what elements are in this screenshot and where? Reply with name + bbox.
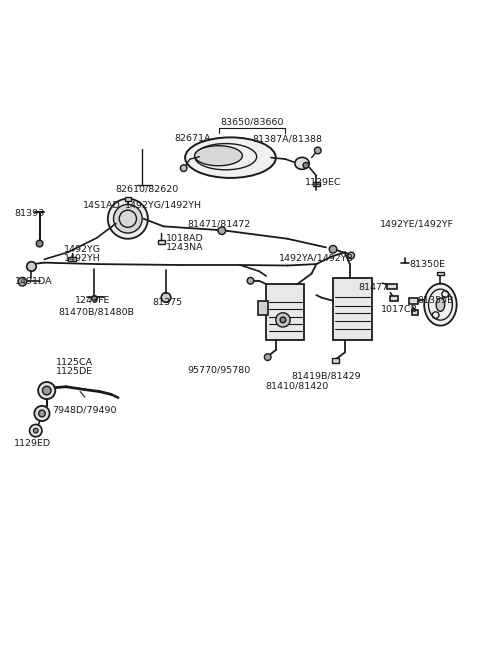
Text: 81410/81420: 81410/81420 bbox=[265, 381, 329, 390]
Bar bbox=[412, 310, 419, 315]
Text: 81355B: 81355B bbox=[418, 296, 454, 306]
Circle shape bbox=[264, 353, 271, 361]
Circle shape bbox=[329, 246, 337, 253]
Text: 81350E: 81350E bbox=[409, 260, 445, 269]
Ellipse shape bbox=[424, 284, 456, 326]
Circle shape bbox=[42, 386, 51, 395]
Text: 81419B/81429: 81419B/81429 bbox=[291, 372, 360, 380]
Text: 1129ED: 1129ED bbox=[14, 438, 51, 447]
Text: 82610/82620: 82610/82620 bbox=[115, 185, 179, 194]
Ellipse shape bbox=[436, 298, 445, 311]
Circle shape bbox=[36, 240, 43, 247]
Text: 95770/95780: 95770/95780 bbox=[187, 366, 250, 375]
Text: 81387A/81388: 81387A/81388 bbox=[253, 134, 323, 143]
Text: 1243FE: 1243FE bbox=[75, 296, 111, 306]
Circle shape bbox=[180, 165, 187, 171]
Text: 1017CB: 1017CB bbox=[382, 305, 419, 314]
Circle shape bbox=[280, 317, 286, 323]
Text: 7948D/79490: 7948D/79490 bbox=[53, 405, 117, 414]
Text: 14S1AD: 14S1AD bbox=[83, 201, 120, 210]
Text: 81393: 81393 bbox=[15, 210, 45, 219]
Circle shape bbox=[27, 261, 36, 271]
Bar bbox=[333, 279, 372, 340]
Text: 81375: 81375 bbox=[152, 298, 182, 307]
Text: 81471/81472: 81471/81472 bbox=[187, 220, 250, 229]
Bar bbox=[390, 296, 398, 301]
Bar bbox=[437, 272, 444, 275]
Circle shape bbox=[276, 313, 290, 327]
Text: 1018AD: 1018AD bbox=[166, 235, 204, 243]
Circle shape bbox=[161, 293, 171, 302]
Bar bbox=[312, 183, 320, 187]
Circle shape bbox=[38, 410, 45, 417]
Text: 1129EC: 1129EC bbox=[304, 179, 341, 187]
Text: 1491DA: 1491DA bbox=[15, 277, 52, 286]
Bar bbox=[68, 258, 76, 261]
Ellipse shape bbox=[295, 158, 309, 170]
Bar bbox=[409, 298, 418, 304]
Text: 1125DE: 1125DE bbox=[56, 367, 94, 376]
Ellipse shape bbox=[195, 146, 242, 166]
Text: 82671A: 82671A bbox=[174, 134, 211, 143]
Circle shape bbox=[34, 406, 49, 421]
Circle shape bbox=[92, 296, 97, 302]
Text: 1492YA/1492YB: 1492YA/1492YB bbox=[279, 254, 354, 262]
Bar bbox=[266, 284, 304, 340]
Circle shape bbox=[114, 204, 142, 233]
Ellipse shape bbox=[185, 137, 276, 178]
Bar bbox=[258, 301, 268, 315]
Text: 1492YG: 1492YG bbox=[63, 245, 100, 254]
Text: 1492YG/1492YH: 1492YG/1492YH bbox=[125, 201, 202, 210]
Circle shape bbox=[247, 277, 254, 284]
Text: 1492YH: 1492YH bbox=[63, 254, 100, 263]
Bar bbox=[124, 197, 131, 200]
Circle shape bbox=[108, 198, 148, 238]
Bar bbox=[387, 284, 397, 289]
Circle shape bbox=[314, 147, 321, 154]
Text: 1125CA: 1125CA bbox=[56, 358, 94, 367]
Bar bbox=[332, 358, 339, 363]
Circle shape bbox=[34, 428, 38, 433]
Circle shape bbox=[38, 382, 55, 399]
Circle shape bbox=[18, 277, 27, 286]
Circle shape bbox=[218, 227, 226, 235]
Text: 1492YE/1492YF: 1492YE/1492YF bbox=[380, 220, 454, 229]
Text: 83650/83660: 83650/83660 bbox=[220, 118, 284, 127]
Bar bbox=[158, 240, 165, 244]
Circle shape bbox=[303, 162, 309, 168]
Text: 81470B/81480B: 81470B/81480B bbox=[59, 307, 135, 316]
Circle shape bbox=[348, 252, 355, 259]
Text: 1243NA: 1243NA bbox=[166, 243, 204, 252]
Circle shape bbox=[30, 424, 42, 437]
Text: 81477: 81477 bbox=[359, 283, 389, 292]
